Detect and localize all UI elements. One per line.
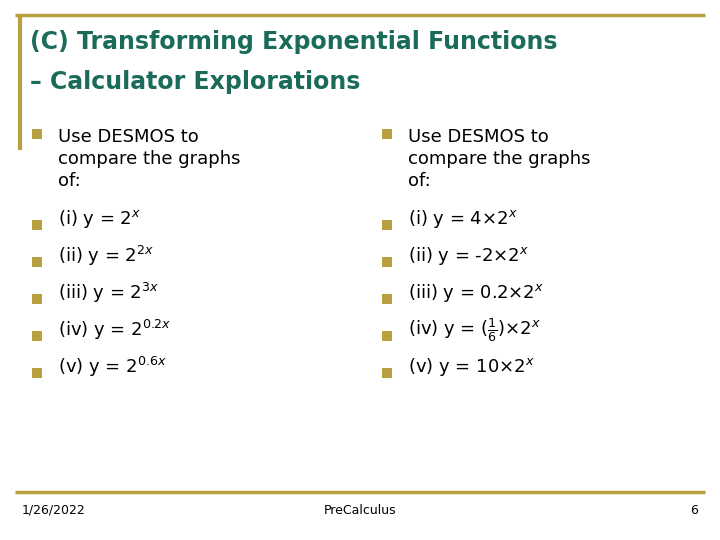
Text: compare the graphs: compare the graphs (408, 150, 590, 168)
Bar (382, 129, 392, 139)
Bar (382, 294, 392, 304)
Text: compare the graphs: compare the graphs (58, 150, 240, 168)
Text: 6: 6 (690, 503, 698, 516)
Bar (382, 220, 392, 230)
Text: Use DESMOS to: Use DESMOS to (58, 128, 199, 146)
Text: (iv) y = 2$^{0.2x}$: (iv) y = 2$^{0.2x}$ (58, 318, 171, 342)
Bar (382, 257, 392, 267)
Bar (32, 220, 42, 230)
Bar (32, 294, 42, 304)
Bar (382, 331, 392, 341)
Text: 1/26/2022: 1/26/2022 (22, 503, 86, 516)
Bar (382, 368, 392, 378)
Text: (i) y = 4$\times$2$^x$: (i) y = 4$\times$2$^x$ (408, 208, 518, 230)
Text: (iii) y = 0.2$\times$2$^x$: (iii) y = 0.2$\times$2$^x$ (408, 282, 544, 304)
Text: PreCalculus: PreCalculus (324, 503, 396, 516)
Bar (32, 129, 42, 139)
Text: – Calculator Explorations: – Calculator Explorations (30, 70, 361, 94)
Text: Use DESMOS to: Use DESMOS to (408, 128, 549, 146)
Bar (32, 257, 42, 267)
Bar (32, 368, 42, 378)
Text: of:: of: (408, 172, 431, 190)
Text: (iii) y = 2$^{3x}$: (iii) y = 2$^{3x}$ (58, 281, 159, 305)
Text: (iv) y = ($\frac{1}{6}$)$\times$2$^x$: (iv) y = ($\frac{1}{6}$)$\times$2$^x$ (408, 316, 541, 344)
Bar (32, 331, 42, 341)
Text: (ii) y = -2$\times$2$^x$: (ii) y = -2$\times$2$^x$ (408, 245, 529, 267)
Text: (ii) y = 2$^{2x}$: (ii) y = 2$^{2x}$ (58, 244, 154, 268)
Text: (i) y = 2$^x$: (i) y = 2$^x$ (58, 208, 141, 230)
Text: (v) y = 2$^{0.6x}$: (v) y = 2$^{0.6x}$ (58, 355, 167, 379)
Text: (v) y = 10$\times$2$^x$: (v) y = 10$\times$2$^x$ (408, 356, 535, 378)
Text: (C) Transforming Exponential Functions: (C) Transforming Exponential Functions (30, 30, 557, 54)
Text: of:: of: (58, 172, 81, 190)
